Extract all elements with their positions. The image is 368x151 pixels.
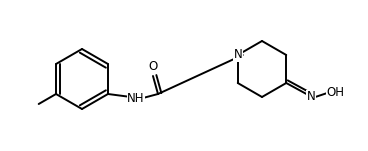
Text: OH: OH bbox=[326, 87, 344, 100]
Text: N: N bbox=[233, 48, 242, 61]
Text: NH: NH bbox=[127, 92, 145, 104]
Text: N: N bbox=[307, 90, 316, 103]
Text: O: O bbox=[148, 61, 158, 74]
